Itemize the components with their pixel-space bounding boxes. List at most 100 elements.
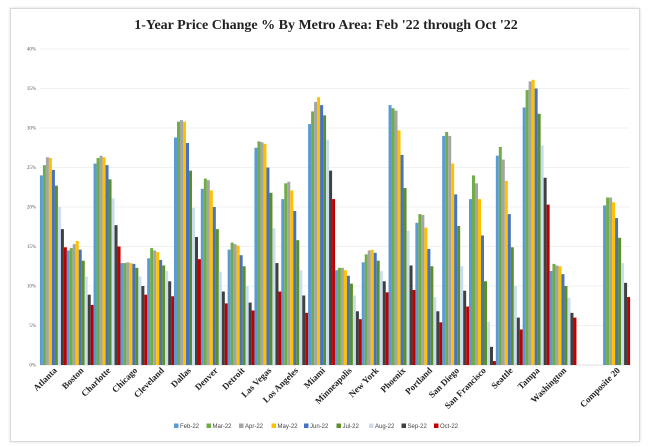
bar	[266, 167, 270, 365]
y-tick-label: 30%	[27, 127, 36, 132]
bar	[427, 248, 431, 365]
x-tick-label: Miami	[302, 365, 327, 390]
y-tick-label: 25%	[27, 166, 36, 171]
bar	[430, 266, 434, 365]
bar	[200, 188, 204, 365]
y-tick-label: 15%	[27, 245, 36, 250]
y-axis-ticks: 0% 5% 10% 15% 20% 25% 30% 35% 40%	[27, 48, 36, 369]
bar	[293, 210, 297, 365]
bar	[519, 329, 523, 365]
bar	[513, 286, 517, 365]
bar	[466, 306, 470, 365]
bar	[528, 81, 532, 365]
bar	[606, 197, 610, 365]
y-tick-label: 10%	[27, 285, 36, 290]
bar	[284, 183, 288, 365]
bar	[183, 121, 186, 366]
legend-swatch	[239, 423, 244, 428]
bar	[609, 197, 613, 365]
bar	[534, 88, 538, 365]
bar	[290, 190, 294, 365]
y-tick-label: 40%	[27, 48, 36, 53]
bar	[570, 312, 574, 365]
bar	[624, 282, 628, 365]
bar	[171, 296, 175, 365]
bar	[180, 120, 183, 365]
bar	[87, 294, 91, 365]
bar	[567, 297, 571, 365]
bar	[281, 199, 285, 365]
bar	[376, 260, 380, 365]
bar	[245, 286, 249, 365]
legend-label: Aug-22	[375, 424, 395, 430]
bar	[48, 158, 52, 365]
bar	[415, 222, 419, 365]
bar	[117, 246, 121, 365]
bar	[75, 240, 79, 365]
bar	[460, 266, 464, 365]
bar	[99, 155, 103, 365]
bar	[385, 292, 389, 365]
bar	[382, 281, 386, 365]
bar	[90, 304, 94, 365]
bar	[66, 250, 70, 365]
bar	[391, 108, 395, 365]
bar	[501, 159, 505, 365]
bar	[424, 227, 428, 365]
bar	[123, 263, 127, 365]
bar	[218, 271, 222, 365]
bar	[484, 281, 487, 365]
legend: Feb-22 Mar-22 Apr-22 May-22 Jun-22 Jul-22 Aug-…	[174, 423, 459, 430]
bar	[361, 262, 365, 365]
x-tick-label: Dallas	[169, 365, 193, 389]
x-tick-label: Atlanta	[31, 365, 59, 393]
bar	[445, 131, 449, 365]
bar	[239, 255, 243, 365]
bar	[215, 229, 219, 365]
bar	[364, 254, 368, 365]
bar	[120, 263, 124, 365]
bar	[165, 270, 169, 365]
bar	[254, 147, 258, 365]
bar	[72, 244, 76, 365]
bar	[39, 175, 43, 365]
bar	[406, 230, 410, 365]
bar	[481, 235, 484, 365]
bar	[418, 214, 422, 365]
bar	[573, 317, 577, 365]
bar	[412, 289, 416, 365]
bar	[498, 146, 502, 365]
bar	[269, 192, 273, 365]
bar	[516, 317, 520, 365]
bar	[275, 263, 279, 365]
bar	[209, 190, 213, 365]
bar	[442, 135, 446, 365]
bar	[69, 248, 73, 365]
bar	[343, 270, 347, 365]
bar	[537, 113, 541, 365]
x-tick-label: Seattle	[489, 365, 514, 390]
bar	[299, 270, 303, 365]
bar	[394, 110, 398, 366]
bar	[379, 270, 383, 365]
bar	[436, 311, 440, 365]
bar	[81, 260, 85, 365]
bar	[260, 142, 264, 365]
bar	[320, 105, 324, 365]
bar	[352, 295, 356, 365]
bar	[540, 145, 544, 365]
bar	[311, 111, 315, 365]
bar	[558, 266, 562, 365]
bar	[93, 163, 97, 365]
bar	[126, 262, 130, 365]
y-tick-label: 0%	[29, 364, 36, 369]
bar	[433, 297, 437, 365]
x-tick-label: Denver	[193, 365, 220, 392]
bar	[150, 248, 154, 365]
legend-swatch	[369, 423, 374, 428]
bar	[334, 270, 338, 365]
bar	[373, 252, 377, 365]
bar	[287, 181, 291, 365]
bar	[45, 157, 49, 365]
legend-label: Sep-22	[408, 424, 428, 430]
